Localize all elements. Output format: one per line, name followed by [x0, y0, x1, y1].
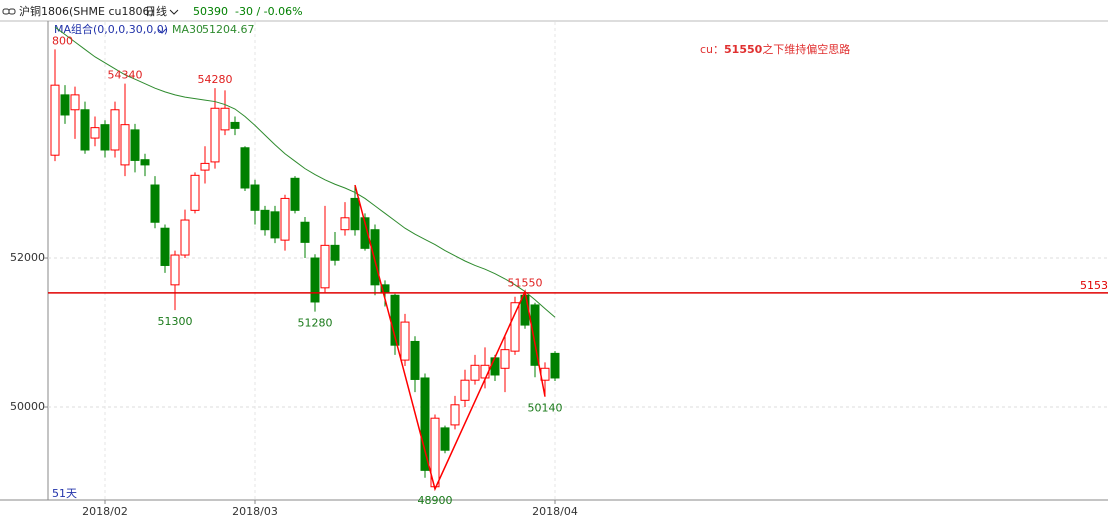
dropdown[interactable] — [169, 9, 179, 15]
candle-body — [270, 211, 280, 239]
reference-label: 51532 — [1080, 279, 1108, 292]
candle-body — [80, 109, 90, 151]
zigzag — [354, 184, 546, 492]
candle-body — [90, 127, 100, 139]
candle-body — [170, 254, 180, 286]
candle-body — [140, 159, 150, 166]
candle-body — [460, 379, 470, 401]
candle-body — [470, 364, 480, 381]
extreme-label: 51280 — [298, 317, 333, 330]
extreme-label: 50140 — [528, 402, 563, 415]
candle-body — [220, 107, 230, 131]
day-count: 51天 — [52, 487, 77, 500]
candle-body — [330, 244, 340, 261]
candle-body — [70, 94, 80, 111]
annotation: cu：51550之下维持偏空思路 — [700, 42, 850, 56]
annotation-part: cu： — [700, 43, 724, 56]
period[interactable]: 日线 — [145, 4, 167, 18]
symbol: 沪铜1806(SHME cu1806) — [19, 4, 154, 18]
candle-body — [200, 162, 210, 171]
candle-body — [260, 209, 270, 231]
candle-body — [530, 304, 540, 366]
candle-body — [400, 321, 410, 361]
ma-value: 51204.67 — [202, 23, 255, 36]
candle-body — [450, 404, 460, 426]
x-tick-label: 2018/03 — [232, 505, 278, 518]
candle-body — [60, 94, 70, 116]
candle-body — [310, 257, 320, 303]
candle-body — [160, 227, 170, 266]
ma-line — [54, 26, 556, 318]
change: -30 / -0.06% — [235, 5, 303, 18]
candle-body — [510, 302, 520, 352]
candle-body — [110, 109, 120, 151]
extreme-label: 54340 — [108, 69, 143, 82]
extreme-label: 54280 — [198, 73, 233, 86]
extreme-label: 51550 — [508, 277, 543, 290]
candle-body — [240, 147, 250, 189]
candle-body — [120, 124, 130, 166]
extreme-label: 51300 — [158, 315, 193, 328]
candle-body — [230, 121, 240, 129]
candle-body — [420, 377, 430, 471]
ma-name: MA30 — [172, 23, 203, 36]
candle-body — [190, 174, 200, 211]
candle-body — [250, 184, 260, 211]
candle-body — [500, 349, 510, 369]
candle-body — [490, 357, 500, 376]
candle-body — [550, 352, 560, 379]
candle-body — [210, 107, 220, 163]
x-tick-label: 2018/04 — [532, 505, 578, 518]
indicator[interactable]: MA组合(0,0,0,30,0,0) — [54, 22, 168, 36]
price: 50390 — [193, 5, 228, 18]
candle-body — [370, 229, 380, 286]
candle-body — [320, 244, 330, 289]
candle-body — [290, 177, 300, 211]
icon — [8, 8, 16, 15]
candle-body — [280, 197, 290, 241]
candle-body — [440, 427, 450, 451]
x-tick-label: 2018/02 — [82, 505, 128, 518]
extreme-label: 800 — [52, 34, 73, 47]
annotation-part: 51550 — [724, 43, 763, 56]
candle-body — [150, 184, 160, 223]
candle-body — [180, 219, 190, 256]
annotation-part: 之下维持偏空思路 — [762, 42, 850, 56]
candle-body — [130, 129, 140, 161]
candle-body — [410, 340, 420, 380]
candle-body — [100, 124, 110, 151]
y-tick-label: 50000 — [10, 400, 45, 413]
candle-body — [340, 217, 350, 231]
candle-body — [50, 84, 60, 156]
candle-body — [360, 217, 370, 249]
extreme-label: 48900 — [418, 494, 453, 507]
dropdown[interactable] — [157, 28, 167, 34]
y-tick-label: 52000 — [10, 251, 45, 264]
candle-body — [350, 197, 360, 231]
candle-body — [300, 221, 310, 243]
